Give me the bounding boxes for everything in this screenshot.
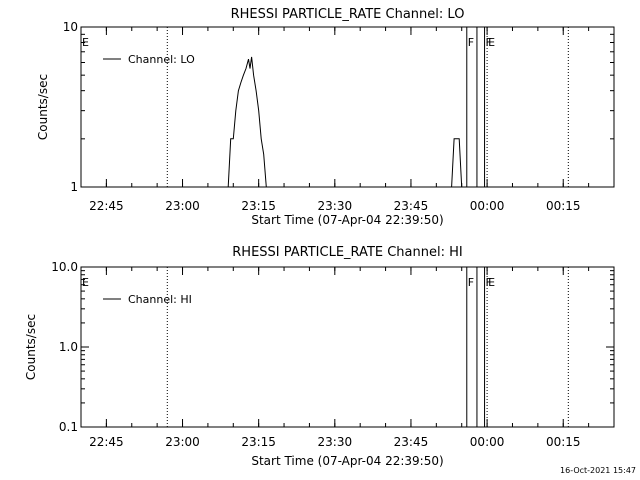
x-tick-label: 23:15 xyxy=(241,435,276,449)
plot-frame xyxy=(80,26,615,188)
x-tick-label: 22:45 xyxy=(89,435,124,449)
y-tick-label: 10.0 xyxy=(51,260,78,274)
series-line xyxy=(451,138,463,188)
flag-label: E xyxy=(82,276,89,289)
y-tick-label: 1 xyxy=(70,180,78,194)
x-axis-label: Start Time (07-Apr-04 22:39:50) xyxy=(251,213,443,227)
legend-label: Channel: LO xyxy=(128,53,195,66)
x-tick-label: 23:00 xyxy=(165,199,200,213)
x-tick-label: 23:15 xyxy=(241,199,276,213)
flag-label: F xyxy=(468,36,474,49)
plot-frame xyxy=(80,266,615,428)
x-axis-label: Start Time (07-Apr-04 22:39:50) xyxy=(251,454,443,468)
x-tick-label: 23:45 xyxy=(394,435,429,449)
y-tick-label: 0.1 xyxy=(59,420,78,434)
legend-label: Channel: HI xyxy=(128,293,192,306)
flag-label: E xyxy=(488,36,495,49)
x-tick-label: 23:30 xyxy=(318,199,353,213)
chart-title: RHESSI PARTICLE_RATE Channel: HI xyxy=(232,245,462,260)
y-axis-label: Counts/sec xyxy=(24,314,38,380)
x-tick-label: 23:45 xyxy=(394,199,429,213)
flag-label: E xyxy=(488,276,495,289)
chart-title: RHESSI PARTICLE_RATE Channel: LO xyxy=(231,7,465,22)
flag-label: F xyxy=(486,36,492,49)
footer-timestamp: 16-Oct-2021 15:47 xyxy=(560,466,636,475)
y-tick-label: 10 xyxy=(63,20,78,34)
x-tick-label: 00:15 xyxy=(546,199,581,213)
x-tick-label: 00:00 xyxy=(470,435,505,449)
flag-label: E xyxy=(82,36,89,49)
x-tick-label: 00:15 xyxy=(546,435,581,449)
x-tick-label: 22:45 xyxy=(89,199,124,213)
flag-label: F xyxy=(468,276,474,289)
x-tick-label: 23:30 xyxy=(318,435,353,449)
chart-panel-1: RHESSI PARTICLE_RATE Channel: LO Counts/s… xyxy=(36,7,615,227)
y-tick-label: 1.0 xyxy=(59,340,78,354)
chart-panel-2: RHESSI PARTICLE_RATE Channel: HI Counts/s… xyxy=(24,245,615,468)
x-tick-label: 23:00 xyxy=(165,435,200,449)
y-axis-label: Counts/sec xyxy=(36,74,50,140)
series-line xyxy=(227,56,267,188)
flag-label: F xyxy=(486,276,492,289)
x-tick-label: 00:00 xyxy=(470,199,505,213)
